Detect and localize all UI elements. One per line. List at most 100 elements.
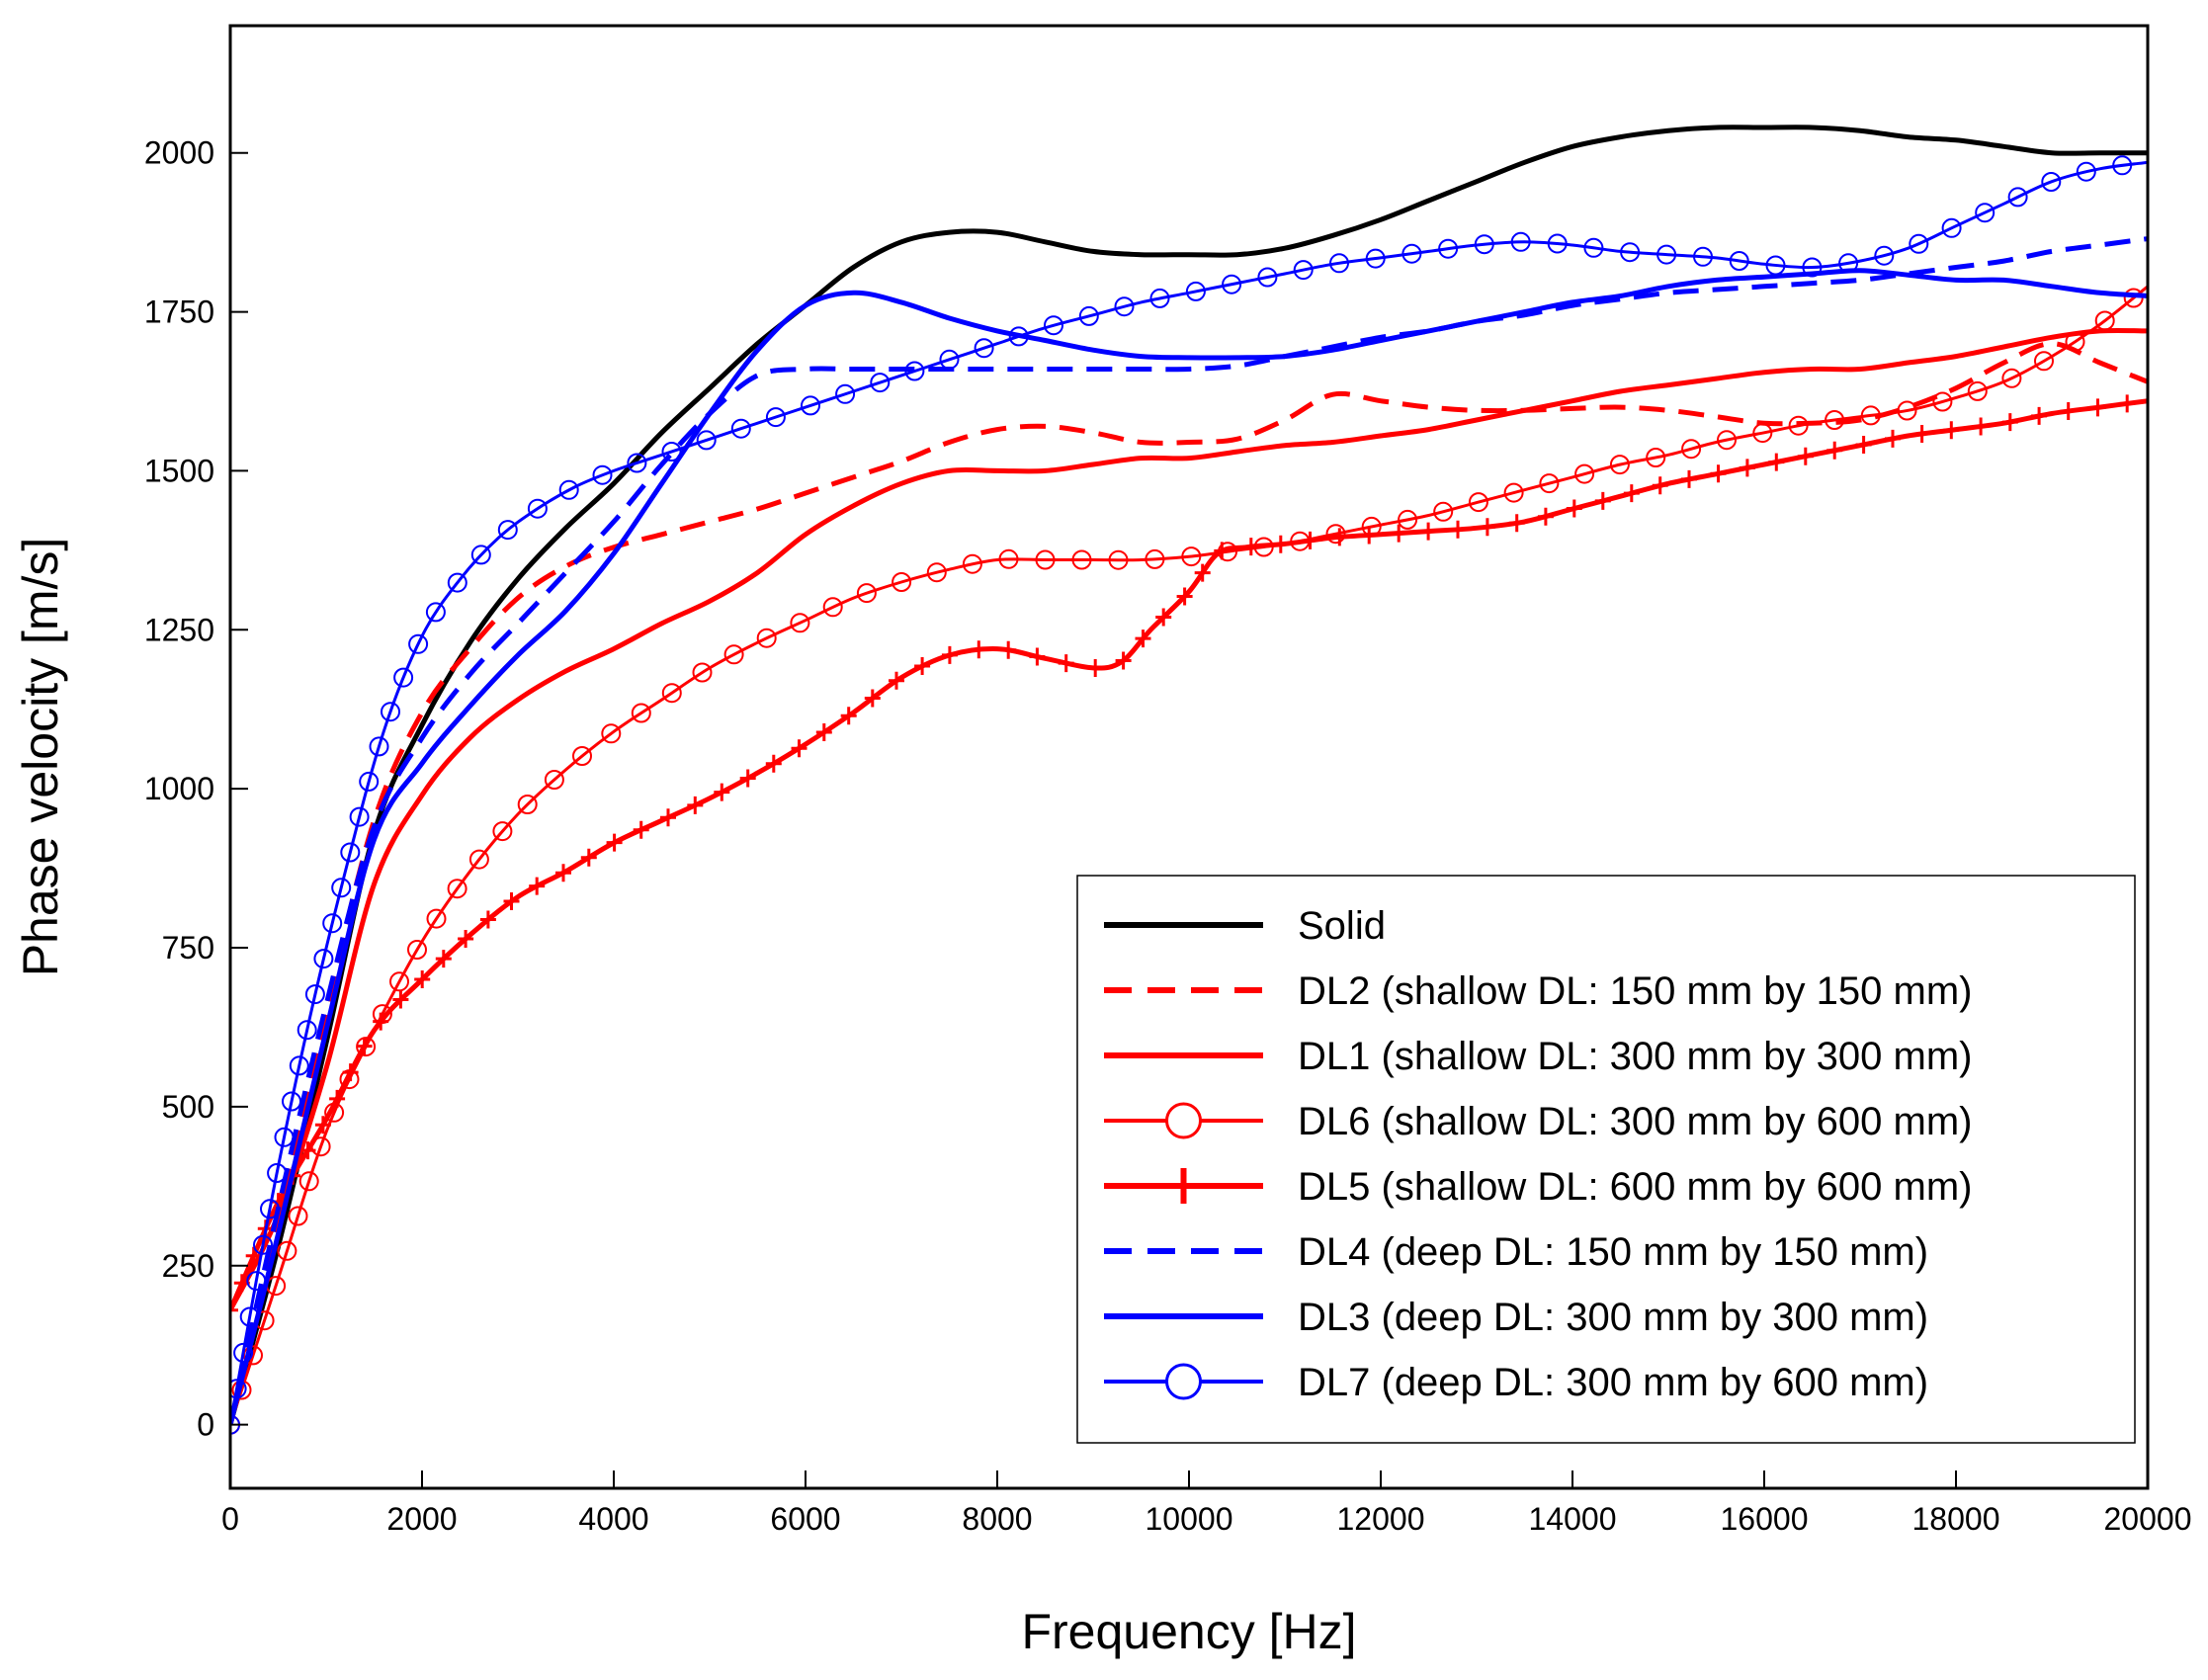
dl5-marker [580,848,597,867]
dl7-marker [230,1379,247,1399]
dl6-marker [2094,310,2115,331]
dl5-marker [606,833,623,852]
dl7-marker [282,1091,301,1112]
dl5-marker [2089,398,2106,417]
dl7-marker [1656,244,1677,265]
dl6-marker [631,703,651,723]
dl5-marker [2119,394,2136,413]
dl5-marker [1242,538,1259,556]
x-tick-label: 0 [221,1501,239,1537]
dl6-marker [1398,509,1418,530]
dl5-marker [555,864,571,882]
y-tick-label: 250 [162,1248,214,1284]
legend-label: DL1 (shallow DL: 300 mm by 300 mm) [1298,1035,1972,1078]
dl5-marker [1194,563,1211,582]
series-dl4 [230,236,2148,1426]
dl7-marker [592,464,613,485]
dl6-marker [1932,391,1953,412]
dl5-marker [914,657,931,675]
dl5-marker [1391,524,1407,543]
dl7-marker [340,842,361,863]
dl5-marker [1479,518,1495,537]
dl5-marker [1176,587,1193,606]
dl6-marker [1752,423,1773,444]
dl7-marker [239,1306,260,1327]
dl6-marker [601,723,622,744]
dl5-marker [1450,520,1466,539]
dl6-marker [572,746,592,766]
dl5-marker [2001,413,2018,432]
dl7-marker [1547,233,1568,254]
dl7-marker [1474,234,1494,255]
dl7-marker [730,418,751,439]
dl7-marker [1802,257,1823,278]
dl5-marker [1302,531,1318,549]
dl7-marker [1975,203,1996,223]
dl5-marker [299,1141,316,1160]
legend-item-dl5: DL5 (shallow DL: 600 mm by 600 mm) [1104,1165,1972,1209]
dl5-marker [864,689,881,708]
dl5-marker [2060,402,2077,420]
dl5-marker [660,808,676,827]
dl6-marker [1681,439,1702,460]
dl7-marker [2112,155,2133,176]
dl7-marker [1909,233,1929,254]
y-tick-label: 1250 [144,612,214,647]
dl5-marker [329,1089,346,1108]
dl7-marker [1329,253,1349,274]
dl5-marker [714,783,730,801]
legend-label: Solid [1298,904,1386,948]
dl6-marker [998,548,1019,569]
dl6-marker [2065,331,2085,352]
dl6-marker [468,849,489,870]
dl6-marker [1181,546,1202,567]
dl7-marker [233,1342,254,1363]
legend-item-dl6: DL6 (shallow DL: 300 mm by 600 mm) [1104,1100,1972,1143]
dl7-marker [253,1234,273,1255]
legend-item-dl7: DL7 (deep DL: 300 mm by 600 mm) [1104,1361,1928,1404]
x-tick-label: 20000 [2104,1501,2192,1537]
dl5-marker [1768,453,1785,471]
dl6-marker [1646,448,1666,467]
dl7-marker [1941,217,1962,238]
dl7-marker [1401,243,1422,264]
legend-label: DL3 (deep DL: 300 mm by 300 mm) [1298,1296,1928,1339]
dl6-marker [298,1171,319,1192]
dl5-marker [435,950,452,968]
dl6-marker [1788,415,1809,436]
dl6-marker [1574,463,1595,484]
dl5-marker [1885,429,1901,448]
y-tick-label: 0 [197,1407,214,1443]
dl5-marker [791,739,807,758]
dl5-marker [458,930,474,948]
dl5-marker [356,1037,373,1055]
dl5-marker [1797,447,1814,465]
legend-item-solid: Solid [1104,904,1386,948]
dl6-marker [892,572,912,592]
y-tick-label: 1500 [144,453,214,488]
y-tick-label: 750 [162,930,214,966]
dl5-marker [230,1301,238,1319]
dl7-marker [1874,245,1895,266]
dl6-marker [926,562,947,583]
series-dl7 [230,155,2148,1435]
dl6-marker [661,683,682,704]
dl5-marker [1710,464,1727,483]
dl6-marker [1503,482,1524,503]
dl7-marker [1293,260,1314,281]
dl5-marker [1000,640,1017,659]
dl5-marker [1739,459,1755,477]
series-dl1 [230,327,2148,1311]
dl6-marker [277,1240,297,1261]
dl5-marker [1943,421,1960,440]
dl7-marker [1583,237,1604,258]
dl5-marker [1623,484,1640,503]
dl7-marker [1365,248,1386,269]
dl7-marker [470,545,491,565]
dl7-marker [835,383,856,404]
dl5-marker [739,769,756,788]
dl5-marker [1058,654,1074,673]
dl7-marker [1729,251,1749,271]
legend-label: DL5 (shallow DL: 600 mm by 600 mm) [1298,1165,1972,1209]
dl5-marker [815,723,832,741]
